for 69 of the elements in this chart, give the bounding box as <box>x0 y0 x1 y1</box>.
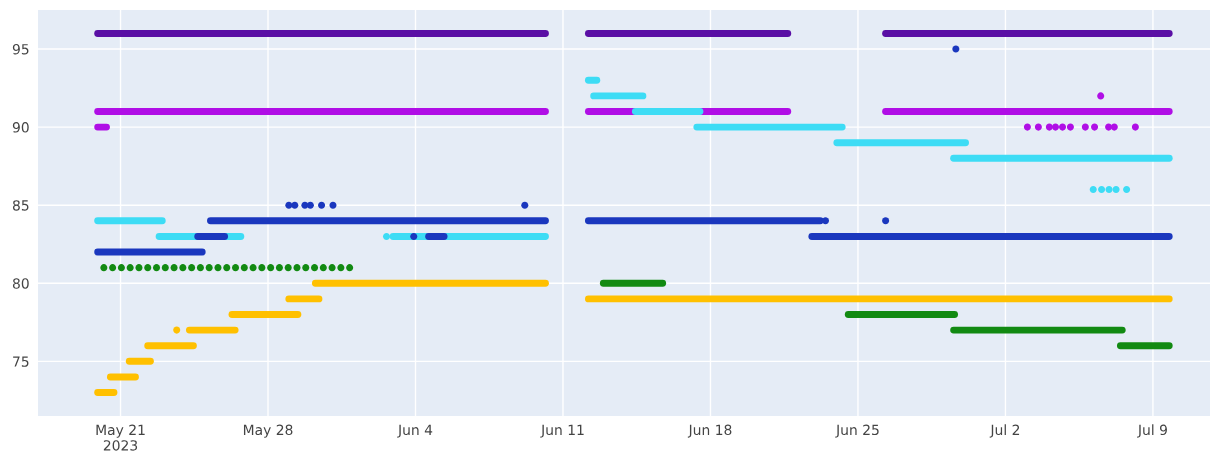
point <box>1045 123 1053 131</box>
point <box>249 264 257 272</box>
y-tick-label: 75 <box>13 356 29 367</box>
point <box>293 264 301 272</box>
point <box>1112 186 1120 194</box>
point <box>410 232 418 240</box>
y-tick-label: 80 <box>12 278 29 289</box>
x-tick-label: May 28 <box>243 424 293 438</box>
point <box>135 264 143 272</box>
point <box>258 264 266 272</box>
x-tick-label: May 21 2023 <box>96 424 145 451</box>
point <box>205 264 213 272</box>
point <box>521 201 529 209</box>
point <box>382 232 391 240</box>
x-tick-label: Jul 2 <box>989 424 1020 438</box>
point <box>214 264 222 272</box>
point <box>1091 123 1099 131</box>
point <box>100 264 108 272</box>
y-tick-label: 85 <box>12 200 29 211</box>
y-tick-label: 95 <box>12 44 29 55</box>
point <box>1023 123 1031 131</box>
x-tick-label: Jun 4 <box>397 424 433 438</box>
point <box>196 264 204 272</box>
point <box>275 264 283 272</box>
point <box>302 264 310 272</box>
x-tick-label: Jul 9 <box>1137 424 1167 438</box>
point <box>328 264 336 272</box>
x-tick-label: Jun 25 <box>835 424 879 438</box>
point <box>1051 123 1060 131</box>
point <box>170 264 178 272</box>
point <box>346 264 354 272</box>
point <box>284 264 292 272</box>
point <box>291 201 299 209</box>
point <box>1097 92 1105 100</box>
point <box>1034 123 1042 131</box>
point <box>152 264 161 272</box>
point <box>144 264 152 272</box>
point <box>1058 123 1067 131</box>
point <box>1081 123 1089 131</box>
point <box>1123 186 1131 194</box>
point <box>318 201 326 209</box>
point <box>1066 123 1074 131</box>
point <box>161 264 169 272</box>
point <box>267 264 275 272</box>
x-tick-label: Jun 11 <box>540 424 584 438</box>
point <box>1110 123 1118 131</box>
point <box>117 264 125 272</box>
x-tick-label: Jun 18 <box>687 424 732 438</box>
point <box>1105 186 1113 194</box>
point <box>306 201 314 209</box>
point <box>319 264 327 272</box>
point <box>231 264 240 272</box>
point <box>188 264 196 272</box>
point <box>173 326 181 334</box>
point <box>882 217 890 225</box>
point <box>1089 186 1097 194</box>
point <box>1131 123 1139 131</box>
point <box>329 201 337 209</box>
point <box>1098 186 1106 194</box>
point <box>179 264 187 272</box>
point <box>240 264 248 272</box>
point <box>1105 123 1113 131</box>
point <box>952 45 960 53</box>
point <box>337 264 345 272</box>
point <box>126 264 134 272</box>
point <box>223 264 231 272</box>
point <box>311 264 319 272</box>
y-tick-label: 90 <box>12 122 29 133</box>
point <box>109 264 117 272</box>
